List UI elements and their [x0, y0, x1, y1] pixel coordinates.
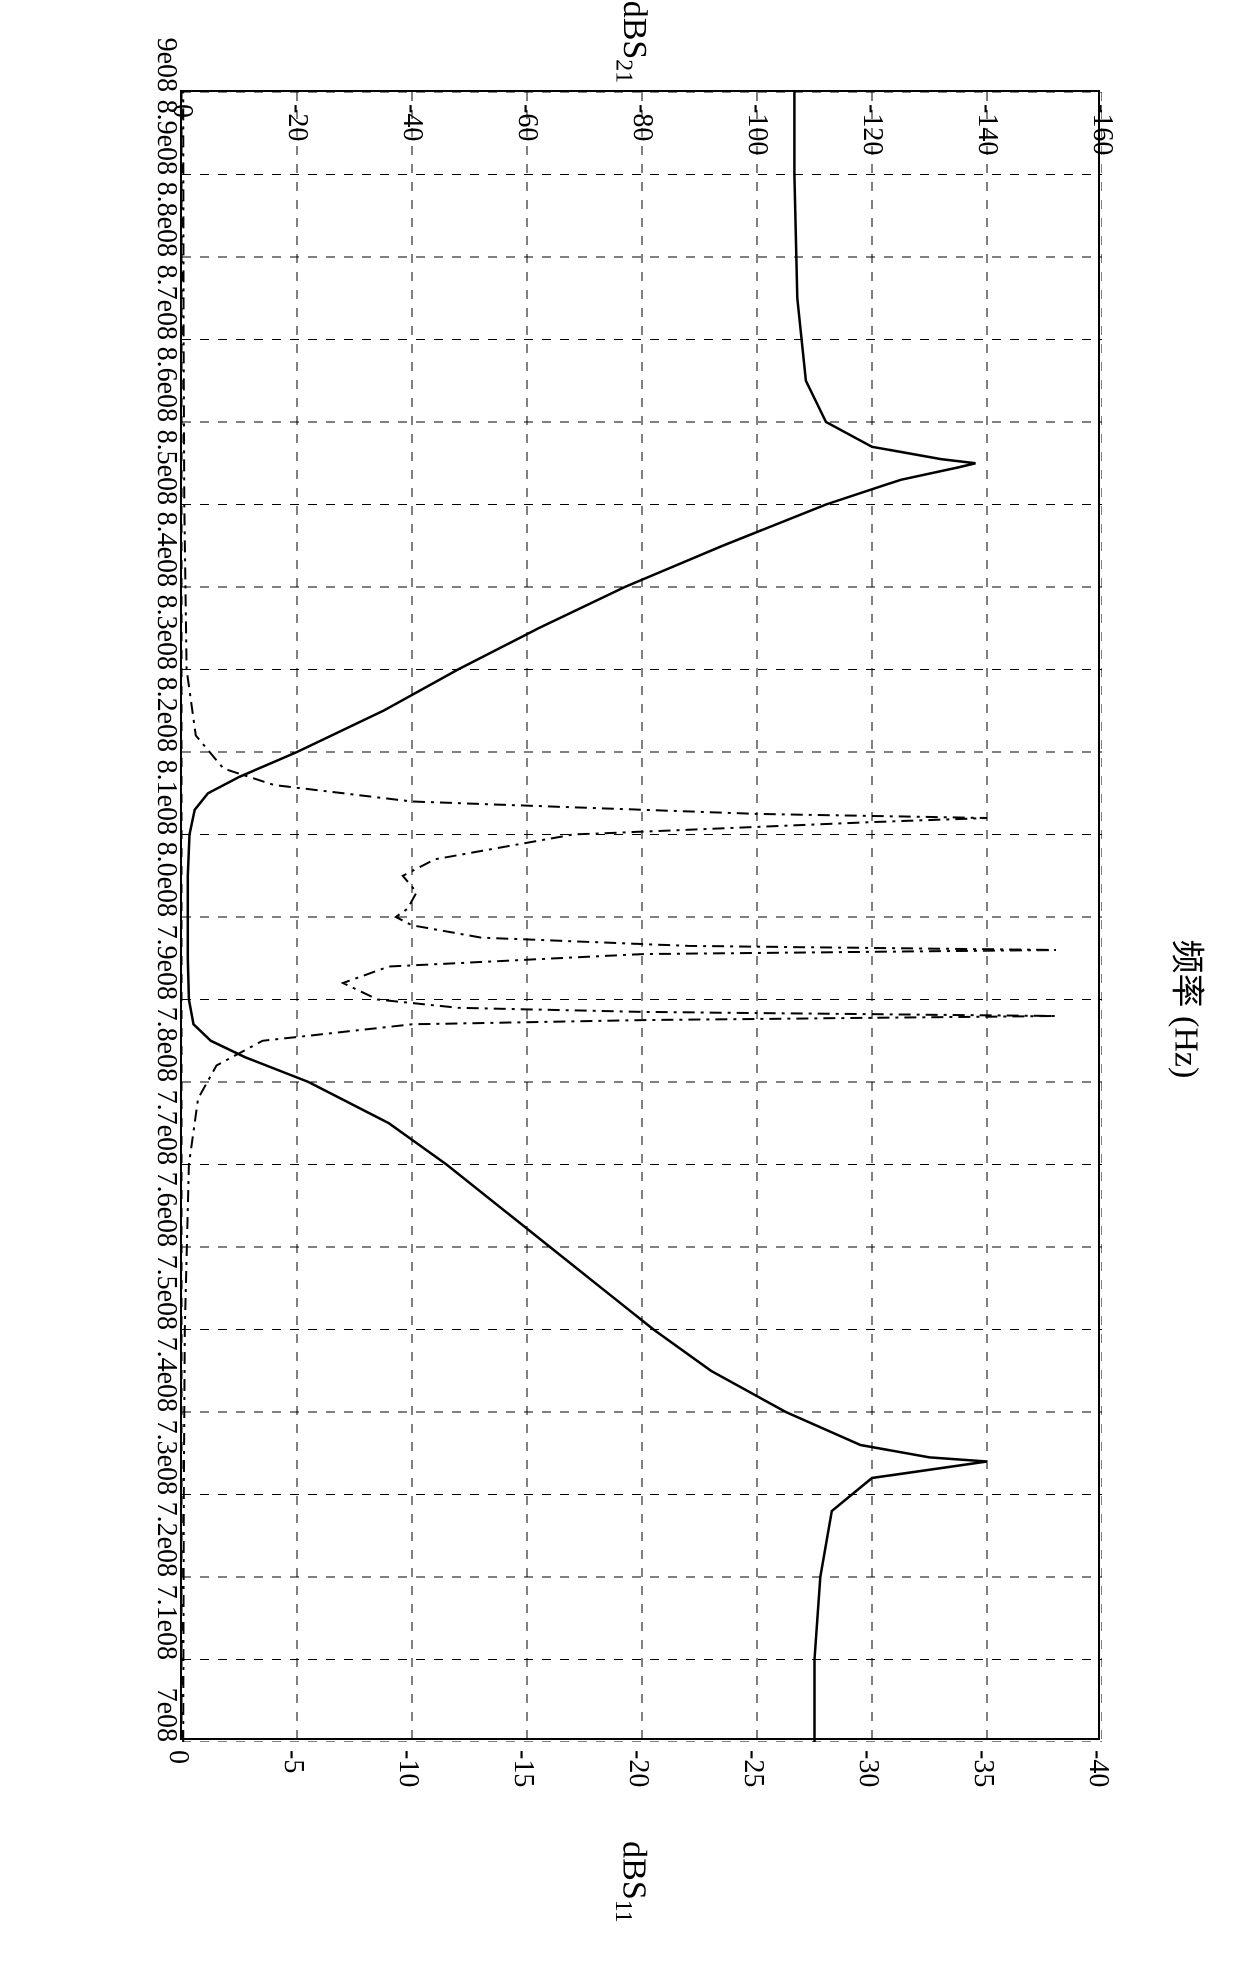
s11-tick-label: -5: [277, 1750, 309, 1773]
s21-tick-label: -40: [396, 104, 428, 141]
s21-tick-label: 0: [166, 104, 198, 118]
x-axis-label: 频率 (Hz): [1166, 940, 1215, 1079]
s21-tick-label: -160: [1086, 104, 1118, 155]
s11-tick-label: 0: [162, 1750, 194, 1764]
s21-tick-label: -20: [281, 104, 313, 141]
s21-tick-label: -60: [511, 104, 543, 141]
y-right-axis-label: dBS21: [609, 1, 653, 83]
s21-tick-label: -140: [971, 104, 1003, 155]
chart-container: 频率 (Hz) dBS11 dBS21 7e087.1e087.2e087.3e…: [20, 20, 1220, 1962]
s11-tick-label: -30: [852, 1750, 884, 1787]
s21-tick-label: -80: [626, 104, 658, 141]
s11-tick-label: -35: [967, 1750, 999, 1787]
s11-tick-label: -25: [737, 1750, 769, 1787]
freq-tick-label: 9e08: [150, 0, 182, 92]
s11-tick-label: -40: [1082, 1750, 1114, 1787]
y-left-axis-label: dBS11: [609, 1841, 653, 1923]
s11-tick-label: -20: [622, 1750, 654, 1787]
s11-tick-label: -15: [507, 1750, 539, 1787]
s21-tick-label: -100: [741, 104, 773, 155]
s11-tick-label: -10: [392, 1750, 424, 1787]
plot-area: [180, 90, 1100, 1740]
s21-tick-label: -120: [856, 104, 888, 155]
